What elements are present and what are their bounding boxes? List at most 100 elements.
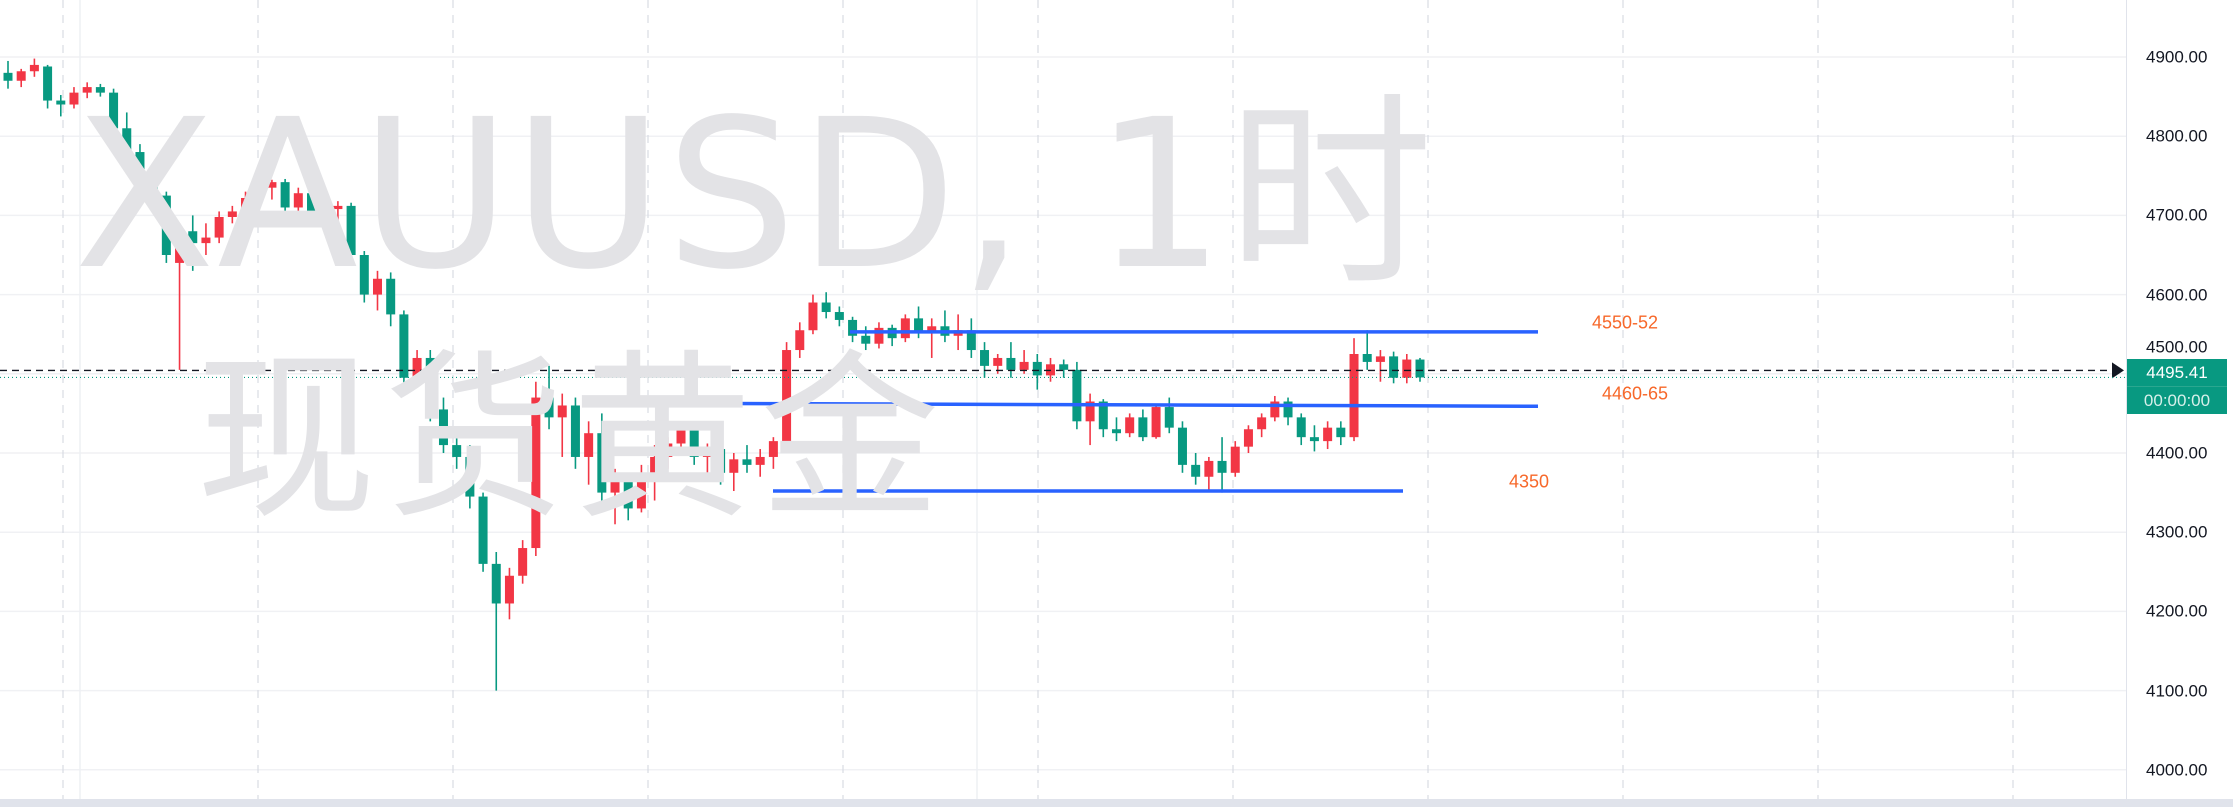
y-tick-label: 4500.00 [2146, 337, 2208, 357]
candle-body [570, 405, 580, 457]
candle-body [280, 182, 290, 208]
candle-body [676, 429, 686, 444]
candle-body [636, 472, 646, 509]
candle-body [914, 318, 924, 333]
candle-body [993, 357, 1003, 366]
candle-body [82, 87, 92, 93]
candlestick-chart[interactable] [0, 0, 2126, 807]
candle-body [1098, 401, 1108, 430]
level-label: 4460-65 [1602, 383, 1669, 404]
candle-body [254, 187, 264, 198]
candle-body [1006, 357, 1016, 370]
candle-body [29, 64, 39, 72]
y-tick-label: 4700.00 [2146, 205, 2208, 225]
candle-body [43, 66, 53, 101]
candle-body [1191, 464, 1201, 477]
candle-body [1059, 364, 1069, 370]
y-tick-label: 4100.00 [2146, 681, 2208, 701]
candle-body [821, 302, 831, 313]
candle-body [425, 357, 435, 410]
candle-body [135, 152, 145, 176]
candle-body [16, 71, 26, 81]
last-price-badge: 4495.41 00:00:00 [2127, 359, 2227, 414]
candle-body [1309, 437, 1319, 442]
candle-body [1270, 401, 1280, 418]
candle-body [1283, 401, 1293, 418]
candle-body [1402, 359, 1412, 378]
candle-body [122, 128, 132, 153]
time-axis-border [0, 799, 2233, 807]
candle-body [1349, 354, 1359, 438]
candle-body [663, 443, 673, 457]
candle-body [1032, 361, 1042, 376]
candle-body [716, 449, 726, 473]
candle-body [1177, 427, 1187, 465]
candle-body [346, 205, 356, 255]
candle-body [214, 216, 224, 238]
price-arrow-icon [2112, 362, 2124, 379]
candle-body [782, 350, 792, 442]
level-lines [611, 330, 1539, 493]
candle-body [808, 302, 818, 331]
candle-body [320, 209, 330, 216]
candle-body [742, 459, 752, 465]
candle-body [927, 326, 937, 333]
candle-body [597, 433, 607, 493]
candle-body [372, 278, 382, 295]
candle-body [293, 193, 303, 208]
candle-body [584, 433, 594, 457]
candle-body [861, 335, 871, 344]
watermark-symbol: XAUUSD, 1时 [74, 75, 1436, 315]
candle-body [623, 480, 633, 509]
candle-body [531, 397, 541, 549]
candle-body [689, 429, 699, 457]
candle-body [1323, 427, 1333, 442]
y-tick-label: 4000.00 [2146, 760, 2208, 780]
candle-body [386, 278, 396, 315]
candle-body [148, 175, 158, 196]
candle-body [610, 480, 620, 493]
candle-body [438, 409, 448, 446]
candle-body [1019, 361, 1029, 370]
candle-body [1151, 407, 1161, 438]
candle-body [1230, 446, 1240, 473]
candle-body [175, 231, 185, 263]
candle-body [900, 318, 910, 339]
last-price-value: 4495.41 [2146, 363, 2208, 382]
candle-body [1164, 407, 1174, 428]
candle-body [56, 100, 66, 105]
watermark-name: 现货黄金 [196, 335, 949, 544]
candle-body [848, 319, 858, 336]
candle-body [359, 255, 369, 295]
candle-body [1125, 417, 1135, 434]
candle-body [3, 72, 13, 81]
candle-body [1085, 401, 1095, 422]
candle-body [1138, 417, 1148, 438]
candle-body [980, 350, 990, 366]
candle-body [795, 330, 805, 351]
price-lines [0, 362, 2126, 379]
candle-body [768, 441, 778, 457]
candle-body [161, 195, 171, 255]
candle-body [69, 92, 79, 105]
candle-body [1336, 427, 1346, 438]
candle-body [1111, 429, 1121, 434]
candle-body [1217, 460, 1227, 473]
y-tick-label: 4600.00 [2146, 285, 2208, 305]
y-tick-label: 4800.00 [2146, 126, 2208, 146]
candle-body [478, 496, 488, 564]
y-tick-label: 4200.00 [2146, 601, 2208, 621]
candles [3, 58, 1425, 691]
candle-body [201, 237, 211, 244]
candle-body [544, 397, 554, 418]
candle-body [702, 449, 712, 457]
candle-body [966, 330, 976, 351]
candle-body [307, 193, 317, 216]
candle-body [267, 182, 277, 188]
level-label: 4350 [1509, 471, 1550, 492]
candle-body [452, 445, 462, 457]
candle-body [1362, 354, 1372, 362]
candle-body [557, 405, 567, 418]
candle-body [333, 205, 343, 210]
candle-body [504, 575, 514, 604]
